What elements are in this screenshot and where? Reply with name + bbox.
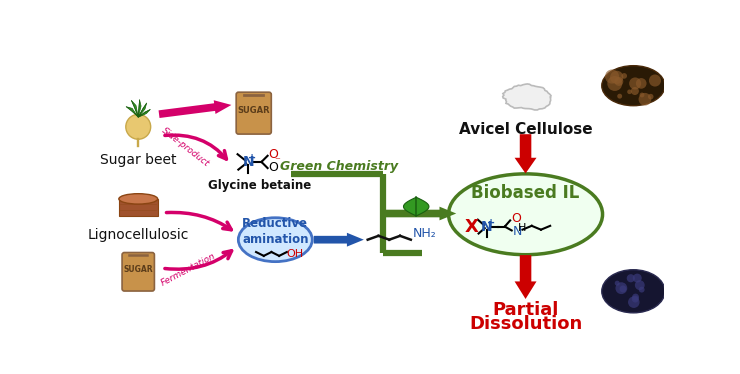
Text: SUGAR: SUGAR xyxy=(238,106,270,115)
Text: H: H xyxy=(518,223,526,233)
Circle shape xyxy=(636,78,647,89)
Circle shape xyxy=(633,274,642,282)
Polygon shape xyxy=(403,197,429,216)
Polygon shape xyxy=(119,199,158,215)
Text: Green Chemistry: Green Chemistry xyxy=(280,160,398,173)
Ellipse shape xyxy=(602,66,665,106)
Text: Side-product: Side-product xyxy=(160,126,211,169)
Ellipse shape xyxy=(448,174,602,255)
Text: SUGAR: SUGAR xyxy=(124,265,153,274)
Circle shape xyxy=(631,87,639,95)
Polygon shape xyxy=(514,134,536,174)
Text: N: N xyxy=(513,225,522,238)
Circle shape xyxy=(605,70,619,83)
Text: +: + xyxy=(487,218,495,228)
Polygon shape xyxy=(138,100,141,117)
Circle shape xyxy=(632,294,639,300)
Text: Sugar beet: Sugar beet xyxy=(100,153,177,167)
Polygon shape xyxy=(138,103,147,117)
Text: NH₂: NH₂ xyxy=(412,227,436,240)
Polygon shape xyxy=(158,100,232,118)
Polygon shape xyxy=(502,84,551,110)
Circle shape xyxy=(628,297,639,308)
Circle shape xyxy=(639,287,645,292)
Circle shape xyxy=(639,92,645,97)
Circle shape xyxy=(627,274,635,282)
Polygon shape xyxy=(514,255,536,299)
Circle shape xyxy=(629,77,641,89)
Circle shape xyxy=(622,73,627,79)
Ellipse shape xyxy=(602,270,665,313)
Circle shape xyxy=(619,285,626,292)
Polygon shape xyxy=(132,101,138,117)
Circle shape xyxy=(628,89,632,94)
FancyBboxPatch shape xyxy=(236,92,272,134)
Circle shape xyxy=(126,114,151,139)
Text: O: O xyxy=(269,161,278,174)
Circle shape xyxy=(610,71,623,84)
Text: O: O xyxy=(269,148,278,161)
Text: Fermentation: Fermentation xyxy=(159,252,217,288)
FancyBboxPatch shape xyxy=(122,252,155,291)
Circle shape xyxy=(617,94,622,99)
Text: Biobased IL: Biobased IL xyxy=(471,184,579,202)
Circle shape xyxy=(649,74,661,86)
Circle shape xyxy=(616,282,628,294)
Circle shape xyxy=(614,77,623,86)
Circle shape xyxy=(635,280,645,290)
Text: Lignocellulosic: Lignocellulosic xyxy=(87,228,189,242)
Text: O: O xyxy=(511,212,521,225)
Circle shape xyxy=(639,93,651,105)
Ellipse shape xyxy=(238,218,312,262)
Text: Avicel Cellulose: Avicel Cellulose xyxy=(459,122,592,137)
Circle shape xyxy=(608,76,622,91)
Text: Glycine betaine: Glycine betaine xyxy=(208,179,312,192)
Text: +: + xyxy=(248,153,256,163)
Text: ⁻: ⁻ xyxy=(274,156,280,166)
Text: Reductive
amination: Reductive amination xyxy=(242,218,309,246)
Polygon shape xyxy=(383,207,457,220)
Ellipse shape xyxy=(119,194,158,204)
Circle shape xyxy=(648,94,653,99)
Text: N: N xyxy=(243,155,254,169)
Polygon shape xyxy=(138,110,150,117)
Text: Dissolution: Dissolution xyxy=(469,315,582,332)
Text: Partial: Partial xyxy=(492,301,559,319)
Circle shape xyxy=(632,295,639,303)
Text: X: X xyxy=(465,218,479,236)
Polygon shape xyxy=(127,107,138,117)
Circle shape xyxy=(615,280,619,286)
Text: N: N xyxy=(481,220,493,234)
Polygon shape xyxy=(314,233,364,246)
Text: OH: OH xyxy=(287,249,304,258)
